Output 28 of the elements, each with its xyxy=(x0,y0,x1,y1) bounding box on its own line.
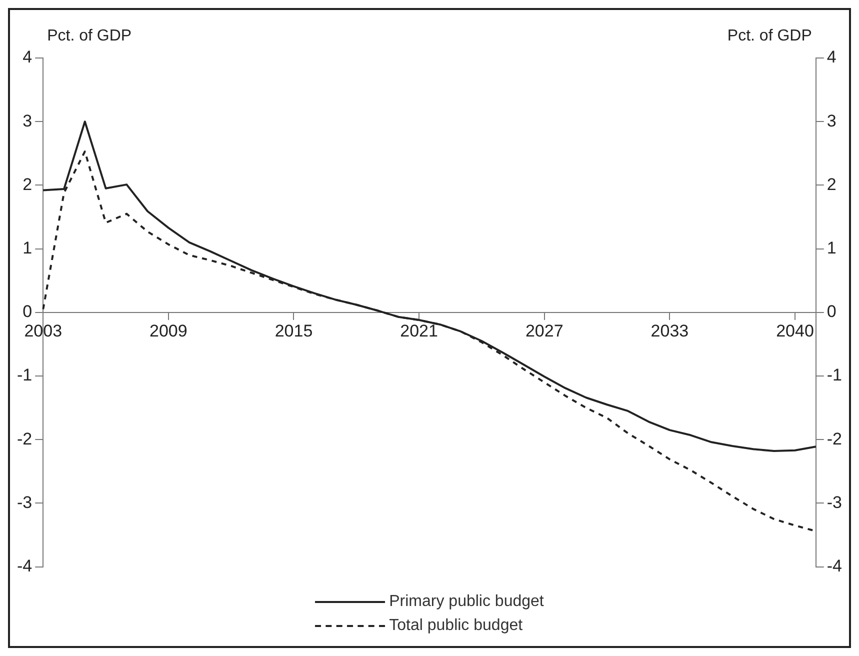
y2-tick-label: -3 xyxy=(826,492,842,512)
legend-label: Total public budget xyxy=(389,617,523,635)
y2-axis-title: Pct. of GDP xyxy=(727,27,812,44)
y-tick-label: -3 xyxy=(16,492,32,512)
y-tick-label: -1 xyxy=(16,366,32,385)
x-tick-label: 2033 xyxy=(650,321,689,340)
y2-tick-label: 0 xyxy=(826,302,836,322)
y-tick-label: -2 xyxy=(16,429,32,448)
y2-tick-label: 3 xyxy=(826,111,836,130)
x-tick-label: 2015 xyxy=(274,321,313,340)
x-tick-label: 2027 xyxy=(525,321,564,340)
y2-tick-label: 1 xyxy=(826,238,836,258)
y-tick-label: 4 xyxy=(22,48,32,67)
y-tick-label: 1 xyxy=(22,238,32,258)
y-tick-label: 2 xyxy=(22,174,32,194)
x-tick-label: 2021 xyxy=(400,321,438,340)
y-tick-label: 3 xyxy=(22,111,32,130)
x-tick-label: 2009 xyxy=(150,321,188,340)
legend-label: Primary public budget xyxy=(389,593,544,611)
y-tick-label: 0 xyxy=(22,302,32,322)
x-tick-label: 2040 xyxy=(776,321,814,340)
y2-tick-label: 4 xyxy=(826,48,836,67)
y2-tick-label: 2 xyxy=(826,174,836,194)
y-axis-title: Pct. of GDP xyxy=(47,27,132,44)
y-tick-label: -4 xyxy=(16,556,32,576)
y2-tick-label: -2 xyxy=(826,429,842,448)
y2-tick-label: -4 xyxy=(826,556,842,576)
y2-tick-label: -1 xyxy=(826,366,842,385)
